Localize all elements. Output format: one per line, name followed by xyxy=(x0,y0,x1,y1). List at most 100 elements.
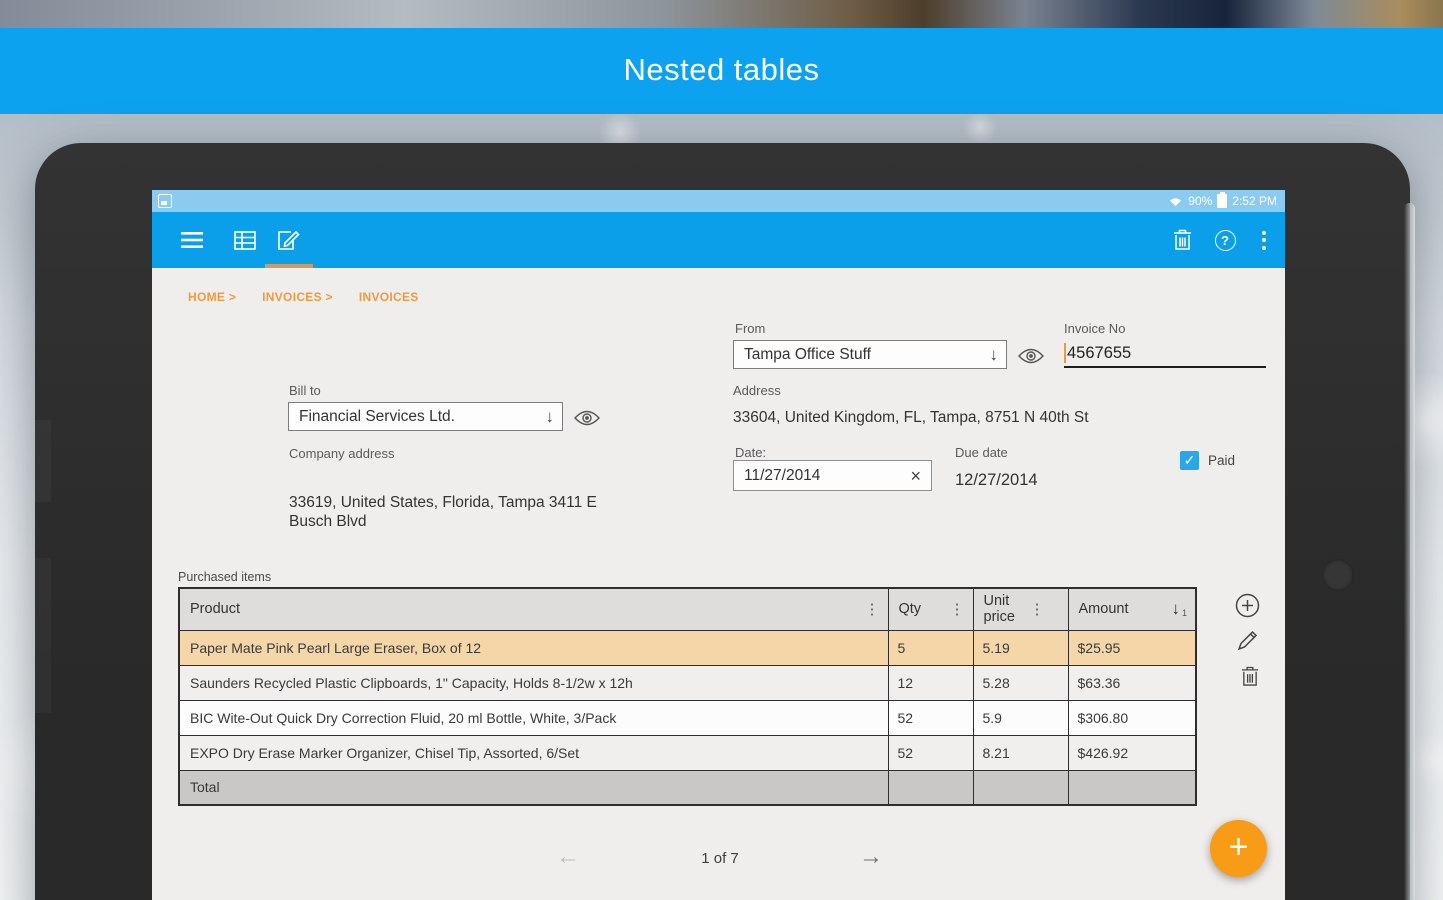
table-row[interactable]: Saunders Recycled Plastic Clipboards, 1"… xyxy=(178,664,1197,701)
menu-button[interactable] xyxy=(178,226,206,254)
items-table: Product ⋮ Qty ⋮ Unit price ⋮ xyxy=(178,587,1197,806)
app-screen: 90% 2:52 PM xyxy=(152,190,1285,900)
sort-indicator[interactable]: ↓ 1 xyxy=(1171,599,1187,619)
column-menu-icon[interactable]: ⋮ xyxy=(864,601,880,619)
table-row[interactable]: Paper Mate Pink Pearl Large Eraser, Box … xyxy=(178,629,1197,666)
company-address-value: 33619, United States, Florida, Tampa 341… xyxy=(289,494,597,531)
add-row-button[interactable] xyxy=(1234,592,1260,618)
active-tab-indicator xyxy=(265,264,313,268)
column-header-qty[interactable]: Qty ⋮ xyxy=(887,587,974,631)
bill-to-value: Financial Services Ltd. xyxy=(299,407,455,425)
breadcrumb-invoices[interactable]: INVOICES > xyxy=(262,290,333,304)
table-row[interactable]: BIC Wite-Out Quick Dry Correction Fluid,… xyxy=(178,699,1197,736)
total-amount-cell xyxy=(1067,769,1197,806)
next-page-button[interactable]: → xyxy=(859,843,883,870)
table-icon xyxy=(234,230,256,250)
delete-row-button[interactable] xyxy=(1237,663,1263,689)
sort-priority: 1 xyxy=(1181,608,1187,619)
total-unit-price-cell xyxy=(972,769,1069,806)
plus-circle-icon xyxy=(1235,593,1259,617)
bill-to-dropdown[interactable]: Financial Services Ltd. ↓ xyxy=(288,402,563,431)
from-label: From xyxy=(735,321,766,336)
purchased-items-label: Purchased items xyxy=(178,570,272,584)
table-header-row: Product ⋮ Qty ⋮ Unit price ⋮ xyxy=(178,587,1197,631)
column-header-amount[interactable]: Amount ↓ 1 xyxy=(1067,587,1197,631)
chevron-down-icon: ↓ xyxy=(545,406,555,426)
invoice-no-value: 4567655 xyxy=(1067,343,1132,362)
column-header-unit-price[interactable]: Unit price ⋮ xyxy=(972,587,1069,631)
due-date-value: 12/27/2014 xyxy=(955,471,1038,489)
total-row: Total xyxy=(178,769,1197,806)
add-invoice-fab[interactable]: + xyxy=(1210,820,1267,877)
paid-label: Paid xyxy=(1208,453,1236,468)
qty-cell: 52 xyxy=(887,734,974,771)
breadcrumb: HOME > INVOICES > INVOICES xyxy=(188,290,419,304)
amount-cell: $306.80 xyxy=(1067,699,1197,736)
product-cell: Saunders Recycled Plastic Clipboards, 1"… xyxy=(178,664,889,701)
page-indicator: 1 of 7 xyxy=(701,850,739,867)
amount-cell: $426.92 xyxy=(1067,734,1197,771)
column-menu-icon[interactable]: ⋮ xyxy=(949,601,965,619)
table-row[interactable]: EXPO Dry Erase Marker Organizer, Chisel … xyxy=(178,734,1197,771)
from-value: Tampa Office Stuff xyxy=(744,345,871,363)
product-cell: EXPO Dry Erase Marker Organizer, Chisel … xyxy=(178,734,889,771)
due-date-label: Due date xyxy=(955,445,1008,460)
column-header-product[interactable]: Product ⋮ xyxy=(178,587,889,631)
amount-cell: $25.95 xyxy=(1067,629,1197,666)
total-label: Total xyxy=(178,769,889,806)
bill-to-label: Bill to xyxy=(289,383,321,398)
date-label: Date: xyxy=(735,445,767,460)
unit-price-cell: 5.9 xyxy=(972,699,1069,736)
address-value: 33604, United Kingdom, FL, Tampa, 8751 N… xyxy=(733,409,1089,426)
paid-checkbox[interactable]: ✓ xyxy=(1180,451,1199,470)
battery-percent: 90% xyxy=(1188,194,1213,208)
qty-cell: 12 xyxy=(887,664,974,701)
overflow-menu-button[interactable] xyxy=(1250,226,1278,254)
preview-bill-to-eye-icon[interactable] xyxy=(574,408,600,428)
paid-field: ✓ Paid xyxy=(1180,451,1235,470)
overflow-icon xyxy=(1262,230,1266,250)
pencil-icon xyxy=(1237,630,1258,651)
unit-price-cell: 5.28 xyxy=(972,664,1069,701)
qty-cell: 5 xyxy=(887,629,974,666)
preview-from-eye-icon[interactable] xyxy=(1018,346,1044,366)
date-input[interactable]: 11/27/2014 × xyxy=(733,460,932,491)
product-cell: Paper Mate Pink Pearl Large Eraser, Box … xyxy=(178,629,889,666)
clock: 2:52 PM xyxy=(1232,194,1277,208)
wifi-icon xyxy=(1170,198,1182,207)
hamburger-icon xyxy=(181,232,203,248)
trash-icon xyxy=(1173,229,1191,250)
help-button[interactable]: ? xyxy=(1211,226,1239,254)
invoice-no-input[interactable]: 4567655 xyxy=(1064,340,1266,368)
invoice-no-label: Invoice No xyxy=(1064,321,1126,336)
check-icon: ✓ xyxy=(1183,452,1196,468)
delete-button[interactable] xyxy=(1168,226,1196,254)
breadcrumb-current[interactable]: INVOICES xyxy=(358,290,419,304)
edit-row-button[interactable] xyxy=(1235,627,1261,653)
page-title: Nested tables xyxy=(623,52,820,87)
page-banner: Nested tables xyxy=(0,28,1443,114)
tablet-camera xyxy=(1322,559,1354,591)
from-dropdown[interactable]: Tampa Office Stuff ↓ xyxy=(733,340,1007,369)
sort-arrow-icon: ↓ xyxy=(1171,599,1180,619)
breadcrumb-home[interactable]: HOME > xyxy=(188,290,237,304)
unit-price-cell: 8.21 xyxy=(972,734,1069,771)
edit-form-button[interactable] xyxy=(274,226,302,254)
qty-cell: 52 xyxy=(887,699,974,736)
chevron-down-icon: ↓ xyxy=(989,344,999,364)
company-address-label: Company address xyxy=(289,446,395,461)
bezel-reflection xyxy=(35,558,51,713)
prev-page-button[interactable]: ← xyxy=(556,843,580,870)
help-icon: ? xyxy=(1214,229,1236,251)
total-qty-cell xyxy=(887,769,974,806)
text-cursor xyxy=(1064,343,1066,363)
table-view-button[interactable] xyxy=(231,226,259,254)
background-photo-top xyxy=(0,0,1443,30)
notification-icon xyxy=(158,194,172,208)
date-value: 11/27/2014 xyxy=(744,466,821,484)
app-toolbar: ? xyxy=(152,212,1285,268)
column-menu-icon[interactable]: ⋮ xyxy=(1029,601,1045,619)
bezel-reflection xyxy=(35,420,51,502)
clear-date-icon[interactable]: × xyxy=(910,465,921,486)
unit-price-cell: 5.19 xyxy=(972,629,1069,666)
